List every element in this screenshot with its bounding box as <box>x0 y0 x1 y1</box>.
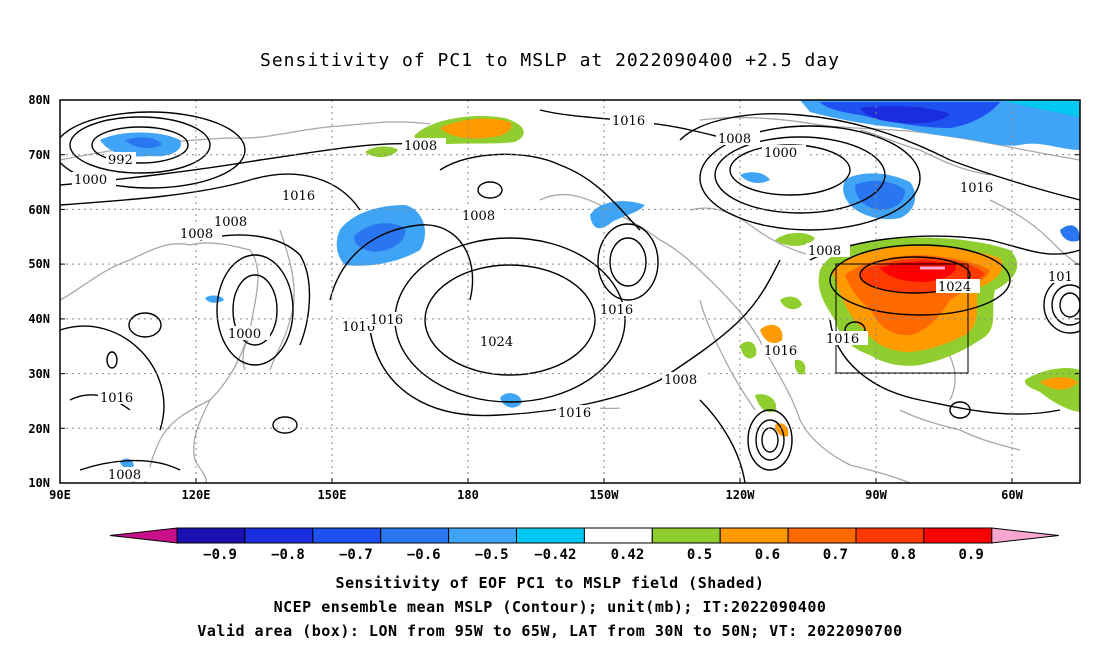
contour-label: 1016 <box>282 189 315 204</box>
map-title: Sensitivity of PC1 to MSLP at 2022090400… <box>259 50 840 71</box>
contour-label: 1024 <box>938 280 971 295</box>
colorbar-label: 0.5 <box>687 547 712 563</box>
valid-area-box <box>835 263 969 374</box>
contour-label: 1008 <box>214 215 247 230</box>
lon-label: 90W <box>865 488 887 502</box>
contour-label: 1016 <box>612 114 645 129</box>
colorbar-swatch <box>380 527 450 544</box>
colorbar-label: 0.6 <box>755 547 780 563</box>
footer-line-contour: NCEP ensemble mean MSLP (Contour); unit(… <box>273 598 827 616</box>
tick-marks <box>60 99 1080 484</box>
contour-label: 1016 <box>960 181 993 196</box>
lat-label: 40N <box>28 312 50 326</box>
contour-label: 1016 <box>100 391 133 406</box>
lon-label: 90E <box>49 488 71 502</box>
footer-line-valid-area: Valid area (box): LON from 95W to 65W, L… <box>197 622 903 640</box>
colorbar-swatch <box>176 527 246 544</box>
colorbar-label: 0.8 <box>891 547 916 563</box>
mslp-contours <box>60 109 1080 483</box>
contour-label: 101 <box>1048 270 1073 285</box>
contour-label: 1008 <box>180 227 213 242</box>
grid-lines <box>60 100 1080 483</box>
longitude-labels: 90E 120E 150E 180 150W 120W 90W 60W <box>49 488 1023 502</box>
footer-line-shading: Sensitivity of EOF PC1 to MSLP field (Sh… <box>335 574 765 592</box>
contour-label: 1008 <box>108 468 141 483</box>
colorbar-swatch <box>787 527 857 544</box>
contour-label: 1016 <box>558 406 591 421</box>
colorbar-label: −0.9 <box>203 547 237 563</box>
colorbar-label: −0.7 <box>339 547 373 563</box>
lon-label: 150W <box>590 488 620 502</box>
contour-label: 1000 <box>764 146 797 161</box>
lat-label: 60N <box>28 203 50 217</box>
plot-frame <box>59 99 1081 484</box>
lon-label: 120E <box>182 488 211 502</box>
lat-label: 80N <box>28 93 50 107</box>
colorbar-label: 0.7 <box>823 547 848 563</box>
colorbar: −0.9 −0.8 −0.7 −0.6 −0.5 −0.42 0.42 0.5 0.6 0.7 0.… <box>109 527 1059 563</box>
contour-label: 1008 <box>718 132 751 147</box>
colorbar-swatch <box>583 527 653 544</box>
colorbar-label: −0.8 <box>271 547 305 563</box>
colorbar-over-triangle <box>991 527 1059 544</box>
contour-label: 1008 <box>664 373 697 388</box>
lat-label: 70N <box>28 148 50 162</box>
colorbar-swatch <box>651 527 721 544</box>
contour-label: 1016 <box>764 344 797 359</box>
colorbar-swatch <box>448 527 518 544</box>
contour-label: 1008 <box>404 139 437 154</box>
lat-label: 10N <box>28 476 50 490</box>
colorbar-swatch <box>244 527 314 544</box>
colorbar-swatch <box>516 527 585 544</box>
contour-label: 1016 <box>600 303 633 318</box>
lon-label: 60W <box>1001 488 1023 502</box>
colorbar-under-triangle <box>109 527 178 544</box>
latitude-labels: 80N 70N 60N 50N 40N 30N 20N 10N <box>28 93 50 490</box>
colorbar-swatch <box>312 527 382 544</box>
lat-label: 20N <box>28 422 50 436</box>
contour-label: 1016 <box>370 313 403 328</box>
lon-label: 150E <box>318 488 347 502</box>
contour-label: 992 <box>108 153 133 168</box>
contour-label: 1016 <box>342 320 375 335</box>
lat-label: 50N <box>28 257 50 271</box>
colorbar-label: −0.5 <box>475 547 509 563</box>
contour-label: 1000 <box>228 327 261 342</box>
colorbar-label: −0.6 <box>407 547 441 563</box>
colorbar-swatch <box>855 527 925 544</box>
contour-label: 1008 <box>462 209 495 224</box>
lon-label: 120W <box>726 488 756 502</box>
colorbar-swatch <box>923 527 993 544</box>
lat-label: 30N <box>28 367 50 381</box>
contour-label: 1000 <box>74 173 107 188</box>
contour-label: 1016 <box>826 332 859 347</box>
contour-labels: 992 1000 1008 1008 1016 1008 1016 1000 1… <box>72 113 1080 483</box>
contour-label: 1024 <box>480 335 513 350</box>
colorbar-label: −0.42 <box>534 547 576 563</box>
colorbar-label: 0.42 <box>611 547 645 563</box>
lon-label: 180 <box>457 488 479 502</box>
colorbar-swatch <box>719 527 789 544</box>
colorbar-label: 0.9 <box>959 547 984 563</box>
contour-label: 1008 <box>808 244 841 259</box>
